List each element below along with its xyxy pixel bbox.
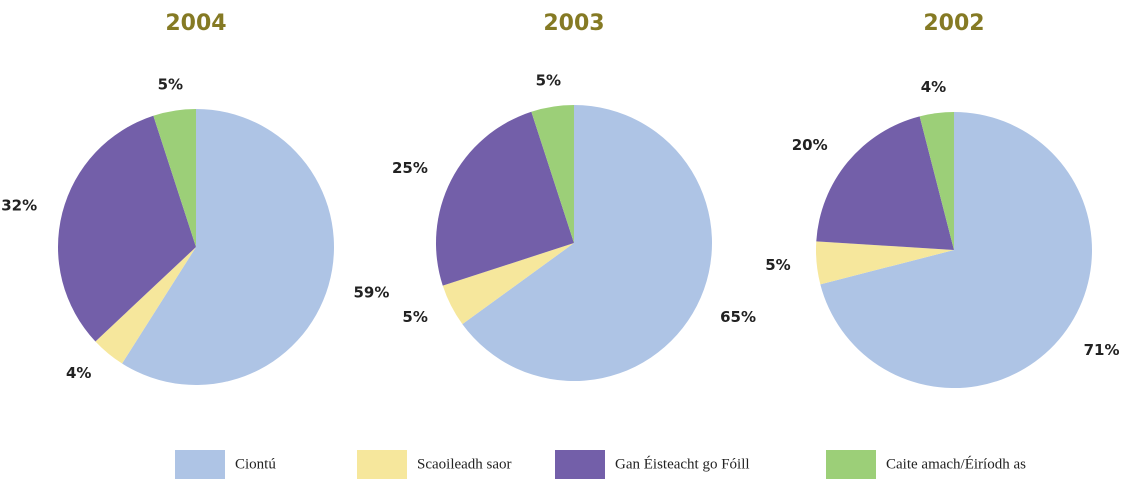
pie-slice	[153, 109, 196, 247]
pie-slice	[919, 112, 954, 250]
pie-slice	[436, 111, 574, 286]
value-label: 5%	[536, 72, 561, 90]
value-label: 5%	[402, 308, 427, 326]
legend-swatch	[357, 450, 407, 479]
pie-slice	[816, 241, 954, 285]
pie-slice	[531, 105, 574, 243]
pie-slice	[820, 112, 1092, 388]
legend-swatch	[175, 450, 225, 479]
value-label: 25%	[392, 159, 428, 177]
legend-label: Scaoileadh saor	[417, 456, 512, 472]
value-label: 4%	[66, 364, 91, 382]
value-label: 59%	[353, 283, 389, 301]
pie-slice	[462, 105, 712, 381]
value-label: 20%	[792, 136, 828, 154]
legend-swatch	[826, 450, 876, 479]
value-label: 65%	[720, 308, 756, 326]
value-label: 5%	[765, 256, 790, 274]
pie-slice	[816, 116, 954, 250]
value-label: 71%	[1084, 341, 1120, 359]
legend-swatch	[555, 450, 605, 479]
legend-label: Gan Éisteacht go Fóill	[615, 455, 750, 472]
value-label: 5%	[158, 76, 183, 94]
legend-label: Ciontú	[235, 456, 276, 472]
pie-slice	[442, 243, 574, 325]
value-label: 4%	[921, 78, 946, 96]
value-label: 32%	[1, 197, 37, 215]
pie-slice	[57, 115, 197, 342]
pie-slice	[95, 247, 196, 364]
legend-label: Caite amach/Éiríodh as	[886, 455, 1026, 472]
chart-title: 2003	[543, 11, 604, 36]
chart-title: 2004	[165, 11, 226, 36]
chart-title: 2002	[923, 11, 984, 36]
pie-slice	[122, 109, 334, 385]
